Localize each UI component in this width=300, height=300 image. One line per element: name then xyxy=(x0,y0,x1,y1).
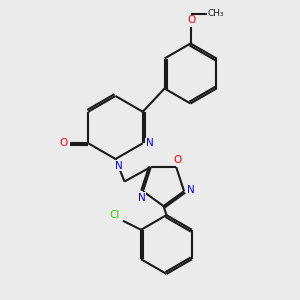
Text: N: N xyxy=(138,193,145,203)
Text: O: O xyxy=(188,15,196,26)
Text: O: O xyxy=(59,138,68,148)
Text: N: N xyxy=(146,138,153,148)
Text: CH₃: CH₃ xyxy=(208,9,224,18)
Text: Cl: Cl xyxy=(110,210,120,220)
Text: N: N xyxy=(115,160,122,171)
Text: O: O xyxy=(174,155,182,165)
Text: N: N xyxy=(187,185,194,195)
